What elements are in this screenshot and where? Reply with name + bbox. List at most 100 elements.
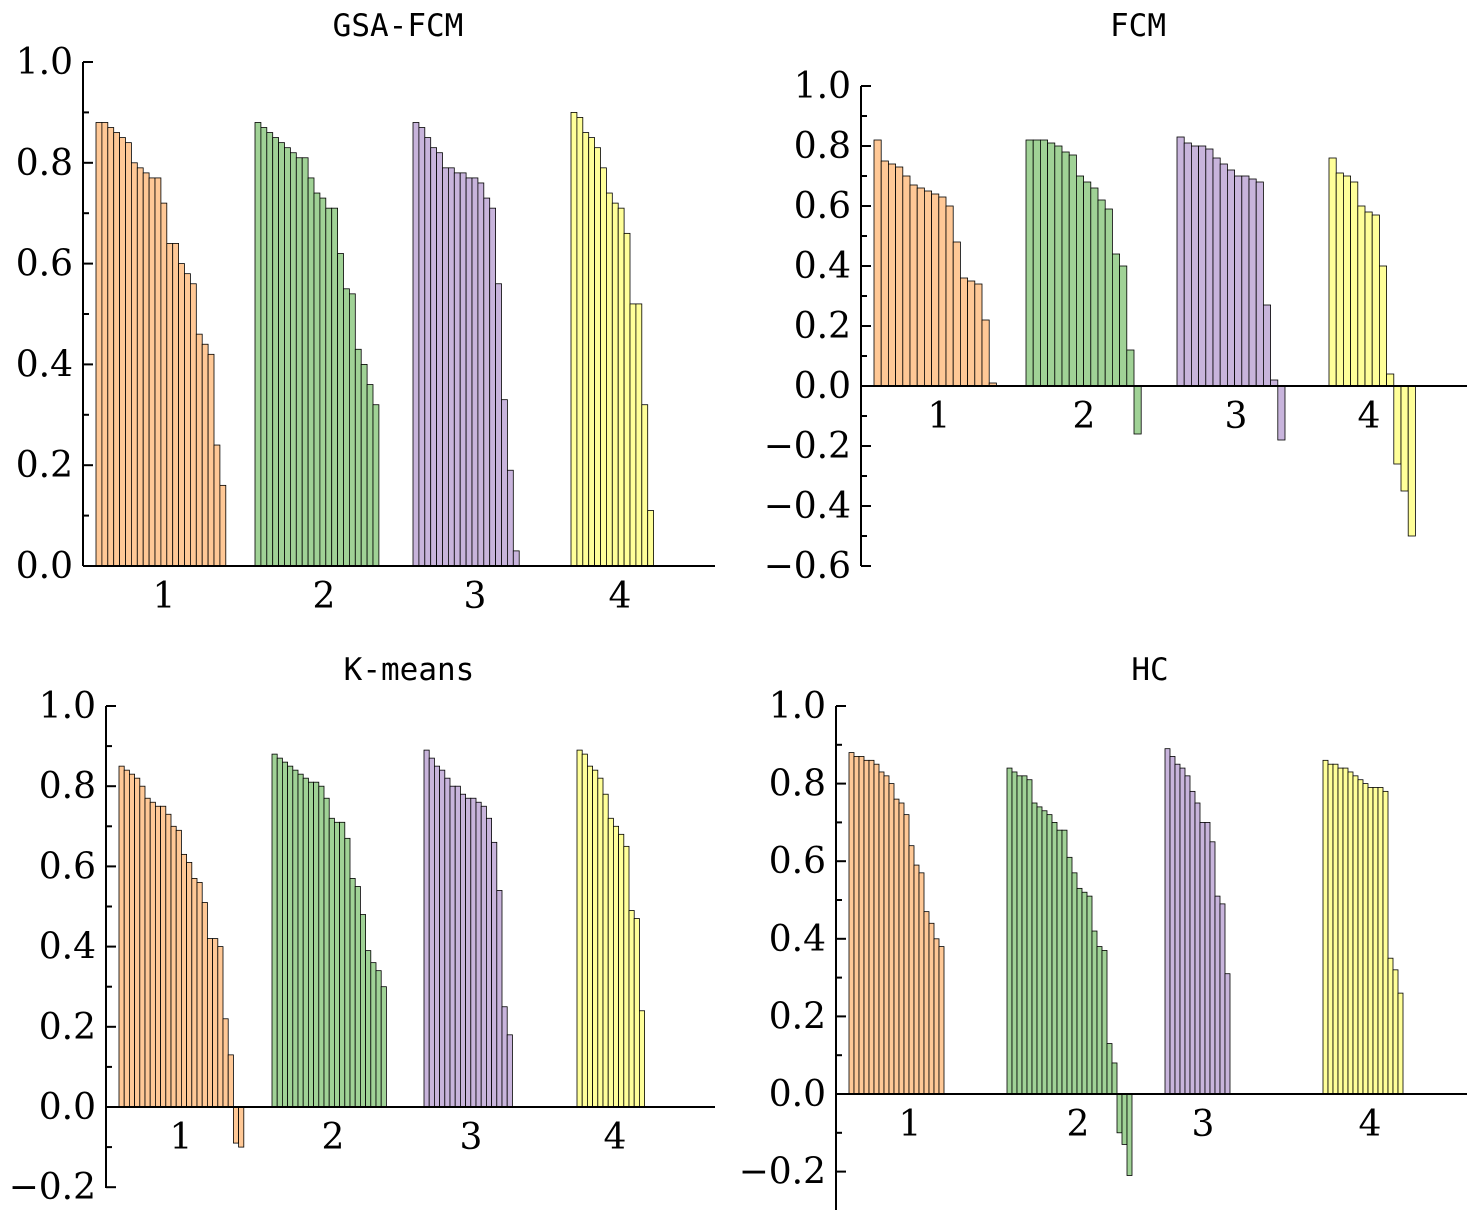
y-tick-label: −0.6	[764, 546, 851, 587]
silhouette-bar	[1332, 763, 1339, 1095]
silhouette-bar	[433, 765, 440, 1108]
silhouette-bar	[201, 343, 209, 567]
silhouette-bar	[1205, 148, 1214, 387]
silhouette-bar	[1112, 253, 1121, 387]
silhouette-bar	[1133, 385, 1142, 435]
silhouette-bar	[908, 845, 915, 1095]
silhouette-bar	[349, 878, 356, 1108]
cluster-label: 3	[1225, 396, 1248, 437]
silhouette-bar	[594, 147, 601, 567]
y-tick-label: 0.0	[39, 1087, 96, 1128]
silhouette-bar	[587, 765, 594, 1108]
silhouette-bar	[307, 177, 315, 567]
silhouette-bar	[639, 1010, 646, 1108]
silhouette-bar	[848, 752, 855, 1095]
silhouette-bar	[139, 785, 146, 1108]
silhouette-bar	[436, 152, 443, 567]
silhouette-bar	[1393, 385, 1402, 465]
silhouette-bar	[576, 117, 584, 567]
silhouette-bar	[453, 172, 461, 567]
cluster-4-bars	[1322, 759, 1404, 1095]
silhouette-bar	[1016, 775, 1023, 1095]
silhouette-bar	[1011, 771, 1018, 1095]
silhouette-bar	[444, 777, 451, 1108]
silhouette-bar	[166, 243, 174, 567]
silhouette-bar	[918, 872, 925, 1095]
silhouette-bar	[447, 167, 455, 567]
silhouette-bar	[266, 132, 274, 567]
silhouette-bar	[967, 280, 976, 387]
silhouette-bar	[1071, 872, 1078, 1095]
silhouette-bar	[119, 137, 126, 567]
silhouette-bar	[318, 785, 325, 1108]
silhouette-panel-4: HC −0.2 0.0 0.2 0.4 0.6 0.8 1.0 1 2 3 4	[739, 652, 1467, 1210]
silhouette-bar	[1051, 822, 1058, 1095]
silhouette-bar	[1234, 175, 1243, 387]
silhouette-bar	[1086, 895, 1093, 1095]
silhouette-bar	[628, 910, 635, 1108]
silhouette-bar	[1342, 767, 1349, 1095]
silhouette-bar	[365, 950, 372, 1108]
silhouette-bar	[412, 122, 420, 567]
y-tick-label: 0.6	[769, 841, 826, 882]
silhouette-bar	[1367, 787, 1374, 1095]
panel-title: HC	[1131, 652, 1168, 688]
silhouette-bar	[581, 753, 588, 1108]
silhouette-bar	[172, 243, 179, 567]
silhouette-bar	[1386, 373, 1395, 387]
silhouette-bar	[916, 187, 925, 387]
y-tick-label: 1.0	[794, 66, 851, 107]
cluster-2-bars	[271, 753, 387, 1108]
silhouette-bar	[323, 797, 330, 1108]
silhouette-bar	[607, 817, 614, 1108]
silhouette-bar	[222, 1018, 229, 1108]
silhouette-bar	[938, 196, 947, 387]
silhouette-bar	[276, 757, 283, 1108]
silhouette-bar	[873, 139, 882, 387]
silhouette-bar	[1377, 787, 1384, 1095]
silhouette-bar	[165, 813, 172, 1108]
silhouette-bar	[888, 783, 895, 1095]
silhouette-bar	[470, 797, 477, 1108]
cluster-label: 4	[609, 576, 632, 617]
y-tick-label: 1.0	[16, 42, 73, 83]
silhouette-bar	[1061, 829, 1068, 1095]
cluster-label: 2	[1073, 396, 1096, 437]
silhouette-bar	[125, 142, 132, 567]
silhouette-bar	[913, 864, 920, 1095]
silhouette-bar	[1179, 767, 1186, 1095]
silhouette-bar	[1347, 771, 1354, 1095]
silhouette-bar	[623, 232, 631, 567]
silhouette-bar	[1224, 973, 1231, 1095]
y-tick-label: 0.8	[16, 143, 73, 184]
silhouette-bar	[1214, 895, 1221, 1095]
silhouette-bar	[1387, 957, 1394, 1095]
silhouette-bar	[465, 797, 472, 1108]
silhouette-bar	[459, 793, 466, 1108]
silhouette-bar	[206, 938, 213, 1108]
silhouette-bar	[501, 1006, 508, 1108]
silhouette-bar	[142, 172, 150, 567]
silhouette-bar	[372, 404, 380, 567]
silhouette-bar	[107, 127, 115, 567]
cluster-4-bars	[570, 112, 655, 567]
silhouette-bar	[1397, 992, 1404, 1095]
cluster-label: 1	[170, 1117, 193, 1158]
silhouette-bar	[184, 273, 191, 567]
cluster-label: 4	[1358, 396, 1381, 437]
silhouette-bar	[1068, 154, 1077, 387]
silhouette-bar	[160, 202, 168, 567]
silhouette-bar	[1066, 856, 1073, 1095]
silhouette-bar	[424, 137, 432, 567]
silhouette-bar	[254, 122, 262, 567]
silhouette-bar	[924, 190, 933, 387]
cluster-1-bars	[873, 139, 997, 387]
y-tick-label: −0.2	[739, 1152, 826, 1193]
silhouette-bar	[271, 753, 278, 1108]
silhouette-bar	[647, 510, 655, 567]
silhouette-bar	[301, 157, 309, 567]
silhouette-bar	[313, 192, 321, 567]
silhouette-bar	[118, 765, 125, 1108]
silhouette-bar	[144, 797, 151, 1108]
cluster-1-bars	[95, 122, 227, 567]
